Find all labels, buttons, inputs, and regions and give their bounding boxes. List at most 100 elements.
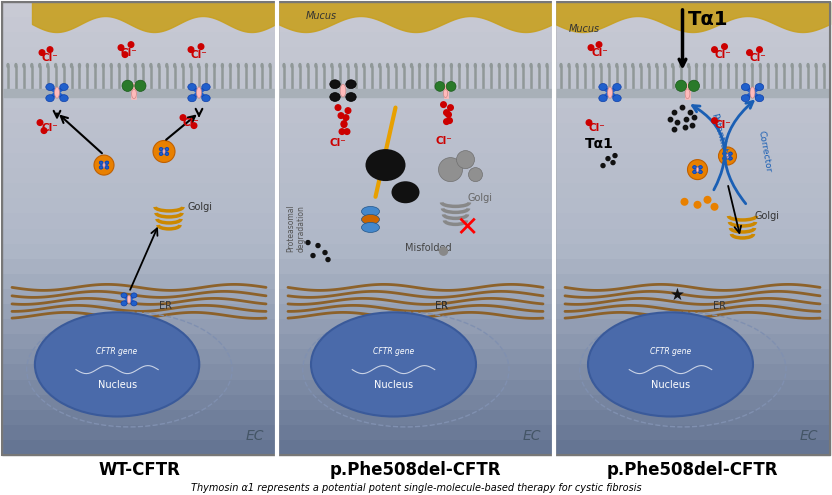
Bar xyxy=(555,319,830,335)
Ellipse shape xyxy=(546,63,548,68)
Ellipse shape xyxy=(94,63,97,68)
Ellipse shape xyxy=(640,63,641,68)
Circle shape xyxy=(191,123,197,128)
Bar xyxy=(555,2,830,455)
Text: Cl⁻: Cl⁻ xyxy=(435,136,452,146)
Text: Cl⁻: Cl⁻ xyxy=(191,50,207,59)
Text: EC: EC xyxy=(522,429,541,443)
Ellipse shape xyxy=(608,63,610,68)
Ellipse shape xyxy=(311,312,476,416)
Text: Cl⁻: Cl⁻ xyxy=(42,52,58,62)
Ellipse shape xyxy=(727,63,730,68)
Bar xyxy=(555,380,830,396)
Bar xyxy=(2,2,276,455)
Text: Thymosin α1 represents a potential potent single-molecule-based therapy for cyst: Thymosin α1 represents a potential poten… xyxy=(191,483,641,493)
Circle shape xyxy=(341,121,347,126)
Bar xyxy=(2,319,276,335)
Ellipse shape xyxy=(815,63,817,68)
Ellipse shape xyxy=(261,63,263,68)
Ellipse shape xyxy=(693,170,696,174)
Ellipse shape xyxy=(55,87,59,98)
Circle shape xyxy=(128,42,134,48)
Circle shape xyxy=(37,120,42,125)
Circle shape xyxy=(711,203,719,211)
Bar xyxy=(278,395,553,411)
Bar xyxy=(278,32,553,49)
Bar xyxy=(555,62,830,79)
Bar xyxy=(278,364,553,381)
Text: Golgi: Golgi xyxy=(468,194,493,203)
Text: Cl⁻: Cl⁻ xyxy=(183,118,200,128)
Ellipse shape xyxy=(434,63,437,68)
Ellipse shape xyxy=(607,87,612,98)
Circle shape xyxy=(668,117,673,122)
Text: Cl⁻: Cl⁻ xyxy=(329,138,346,148)
Bar xyxy=(555,108,830,124)
Circle shape xyxy=(438,157,463,182)
Bar xyxy=(2,213,276,230)
Ellipse shape xyxy=(685,89,690,99)
Ellipse shape xyxy=(616,63,618,68)
Ellipse shape xyxy=(676,80,686,92)
Ellipse shape xyxy=(767,63,770,68)
Bar xyxy=(2,440,276,456)
Bar xyxy=(555,17,830,33)
Circle shape xyxy=(188,47,194,52)
Bar xyxy=(278,48,553,63)
Bar xyxy=(278,229,553,245)
Bar xyxy=(278,78,553,94)
Circle shape xyxy=(611,160,615,165)
Ellipse shape xyxy=(522,63,524,68)
Circle shape xyxy=(681,105,685,110)
Bar xyxy=(555,395,830,411)
Ellipse shape xyxy=(599,84,607,91)
Circle shape xyxy=(704,196,711,204)
Circle shape xyxy=(676,120,680,125)
Circle shape xyxy=(672,110,676,115)
Ellipse shape xyxy=(206,63,207,68)
Ellipse shape xyxy=(131,301,137,306)
Text: Mucus: Mucus xyxy=(569,24,600,34)
Circle shape xyxy=(316,244,320,248)
Ellipse shape xyxy=(361,222,379,233)
Ellipse shape xyxy=(230,63,231,68)
Ellipse shape xyxy=(387,63,389,68)
Ellipse shape xyxy=(443,63,444,68)
Ellipse shape xyxy=(15,63,17,68)
Circle shape xyxy=(339,129,344,135)
Ellipse shape xyxy=(135,80,146,92)
Bar xyxy=(555,425,830,441)
Ellipse shape xyxy=(71,63,72,68)
Bar xyxy=(278,440,553,456)
Circle shape xyxy=(94,155,114,175)
Ellipse shape xyxy=(131,89,136,99)
Text: ★: ★ xyxy=(670,287,685,304)
Ellipse shape xyxy=(47,63,49,68)
Ellipse shape xyxy=(150,63,152,68)
Bar xyxy=(555,349,830,365)
Text: p.Phe508del-CFTR: p.Phe508del-CFTR xyxy=(607,461,778,479)
Ellipse shape xyxy=(466,63,468,68)
Circle shape xyxy=(326,257,330,261)
Ellipse shape xyxy=(392,181,419,203)
Ellipse shape xyxy=(735,63,737,68)
Bar xyxy=(555,183,830,199)
Ellipse shape xyxy=(110,63,112,68)
Bar xyxy=(2,32,276,49)
Ellipse shape xyxy=(126,63,128,68)
Ellipse shape xyxy=(760,63,761,68)
Ellipse shape xyxy=(46,84,54,91)
Circle shape xyxy=(683,125,688,130)
Bar xyxy=(555,78,830,94)
Bar xyxy=(2,289,276,305)
Ellipse shape xyxy=(365,149,405,181)
Text: ✕: ✕ xyxy=(456,214,479,243)
Bar xyxy=(278,213,553,230)
Ellipse shape xyxy=(188,84,196,91)
Ellipse shape xyxy=(687,63,690,68)
Text: Golgi: Golgi xyxy=(187,202,212,212)
Circle shape xyxy=(42,128,47,133)
Circle shape xyxy=(439,247,448,255)
Circle shape xyxy=(606,156,610,160)
Bar xyxy=(2,78,276,94)
